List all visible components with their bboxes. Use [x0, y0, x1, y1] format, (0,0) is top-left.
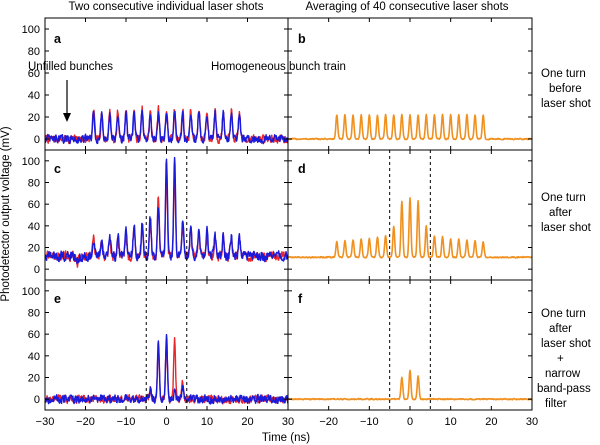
y-tick-label: 80 [28, 308, 40, 320]
x-tick-label: 20 [485, 416, 497, 428]
y-tick-label: 40 [28, 90, 40, 102]
panel-d [287, 149, 533, 281]
side-label-row3: One turn after laser shot + narrow band-… [537, 308, 592, 410]
x-tick-label: 30 [282, 416, 294, 428]
panel-label-c: c [54, 162, 61, 176]
side-label-line: laser shot [541, 338, 592, 350]
right-column-header: Averaging of 40 consecutive laser shots [305, 1, 508, 13]
panel-frame [287, 17, 533, 151]
panel-label-b: b [298, 32, 306, 46]
panel-label-a: a [54, 32, 62, 46]
y-tick-label: 80 [28, 46, 40, 58]
side-label-line: before [549, 83, 582, 95]
panel-label-e: e [54, 292, 61, 306]
y-tick-label: 40 [28, 221, 40, 233]
homogeneous-train-annotation: Homogeneous bunch train [211, 61, 346, 73]
y-tick-label: 40 [28, 351, 40, 363]
panel-frame [44, 17, 289, 151]
series-line-e-1 [45, 333, 288, 405]
x-tick-label: 10 [445, 416, 457, 428]
panel-a: 0 20 40 60 80 100 [22, 17, 289, 151]
y-tick-label: 0 [34, 134, 40, 146]
panel-b [287, 17, 533, 151]
side-label-row1: One turn before laser shot [541, 68, 592, 110]
side-label-line: after [549, 207, 572, 219]
series-line-b-0 [288, 113, 532, 141]
panel-frame [287, 279, 533, 411]
y-tick-label: 100 [22, 286, 40, 298]
side-label-line: after [549, 323, 572, 335]
side-label-line: band-pass [537, 383, 591, 395]
panel-e: 0 20 40 60 80 100 −30 −20 −10 0 10 20 30 [22, 279, 294, 428]
x-tick-label: 20 [241, 416, 253, 428]
side-label-line: One turn [541, 308, 586, 320]
y-tick-label: 80 [28, 178, 40, 190]
panel-c: 0 20 40 60 80 100 [22, 149, 289, 281]
unfilled-bunches-annotation: Unfilled bunches [28, 61, 113, 73]
y-tick-label: 60 [28, 199, 40, 211]
side-label-line: One turn [541, 68, 586, 80]
left-column-header: Two consecutive individual laser shots [69, 1, 264, 13]
y-tick-label: 20 [28, 112, 40, 124]
y-tick-label: 20 [28, 373, 40, 385]
series-line-a-1 [45, 109, 288, 145]
side-label-row2: One turn after laser shot [541, 192, 592, 234]
y-tick-label: 0 [34, 394, 40, 406]
panel-label-f: f [298, 292, 303, 306]
y-tick-label: 0 [34, 264, 40, 276]
panel-label-d: d [298, 162, 306, 176]
x-tick-label: 0 [163, 416, 169, 428]
side-label-line: laser shot [541, 222, 592, 234]
x-axis-label: Time (ns) [262, 432, 310, 444]
y-tick-label: 20 [28, 243, 40, 255]
panel-f: −20 −10 0 10 20 30 [287, 279, 538, 428]
series-line-d-0 [288, 197, 532, 259]
x-tick-label: 10 [201, 416, 213, 428]
x-tick-label: −20 [319, 416, 338, 428]
y-tick-label: 100 [22, 24, 40, 36]
x-tick-label: −30 [36, 416, 55, 428]
y-tick-label: 60 [28, 68, 40, 80]
y-tick-label: 100 [22, 156, 40, 168]
x-tick-label: −10 [117, 416, 136, 428]
side-label-line: One turn [541, 192, 586, 204]
side-label-line: filter [545, 398, 567, 410]
plots: 020406080100020406080100020406080100−30−… [22, 17, 538, 428]
y-tick-label: 60 [28, 329, 40, 341]
series-line-a-0 [45, 104, 288, 145]
series-line-f-0 [288, 369, 532, 401]
series-line-c-1 [45, 156, 288, 265]
x-tick-label: 30 [526, 416, 538, 428]
x-tick-label: −20 [76, 416, 95, 428]
x-tick-label: 0 [407, 416, 413, 428]
x-tick-label: −10 [360, 416, 379, 428]
side-label-line: + [557, 353, 564, 365]
side-label-line: laser shot [541, 98, 592, 110]
annotation-arrow-head [63, 113, 71, 122]
side-label-line: narrow [545, 368, 581, 380]
y-axis-label: Photodetector output voltage (mV) [0, 126, 12, 301]
